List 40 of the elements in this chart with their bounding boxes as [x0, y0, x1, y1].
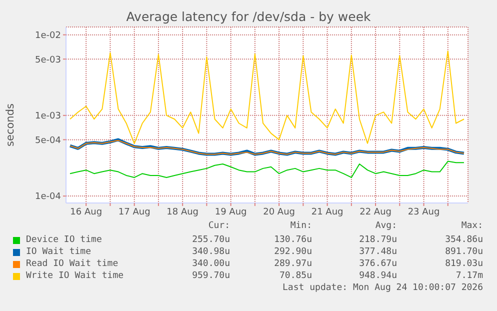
- text: 7.17m: [456, 271, 483, 281]
- text: 376.67u: [359, 259, 397, 269]
- x-tick-label: 21 Aug: [311, 207, 344, 218]
- text: 130.76u: [274, 235, 312, 245]
- y-tick-label: 5e-03: [35, 55, 61, 66]
- x-tick-label: 22 Aug: [360, 207, 392, 218]
- y-tick-label: 1e-04: [35, 192, 62, 202]
- text: 340.00u: [192, 259, 230, 269]
- text: Avg:: [375, 221, 397, 231]
- text: Min:: [290, 221, 312, 231]
- legend-label: Device IO time: [26, 235, 102, 245]
- x-tick-label: 20 Aug: [263, 207, 296, 218]
- x-tick-label: 16 Aug: [70, 207, 102, 218]
- y-tick-label: 1e-02: [35, 31, 61, 42]
- x-tick-label: 19 Aug: [214, 207, 247, 218]
- y-tick-label: 5e-04: [35, 136, 62, 146]
- text: 948.94u: [359, 271, 397, 281]
- y-axis-title: seconds: [4, 104, 16, 146]
- text: Cur:: [208, 221, 230, 231]
- legend-label: Write IO Wait time: [26, 271, 124, 281]
- legend-label: Read IO Wait time: [26, 259, 118, 269]
- text: 292.90u: [274, 247, 312, 257]
- text: 959.70u: [192, 271, 230, 281]
- text: 377.48u: [359, 247, 397, 257]
- x-tick-label: 23 Aug: [408, 207, 440, 218]
- text: 255.70u: [192, 235, 230, 245]
- y-tick-label: 1e-03: [35, 112, 61, 122]
- chart-title: Average latency for /dev/sda - by week: [125, 9, 372, 24]
- text: 289.97u: [274, 259, 312, 269]
- text: 354.86u: [445, 235, 483, 245]
- text: Max:: [461, 221, 483, 231]
- text: 218.79u: [359, 235, 397, 245]
- text: 70.85u: [279, 271, 312, 281]
- text: Last update: Mon Aug 24 10:00:07 2026: [282, 283, 483, 293]
- x-tick-label: 17 Aug: [118, 207, 150, 218]
- legend-label: IO Wait time: [26, 247, 92, 257]
- text: 819.03u: [445, 259, 483, 269]
- text: 340.98u: [192, 247, 230, 257]
- text: 891.70u: [445, 247, 483, 257]
- x-tick-label: 18 Aug: [166, 207, 199, 218]
